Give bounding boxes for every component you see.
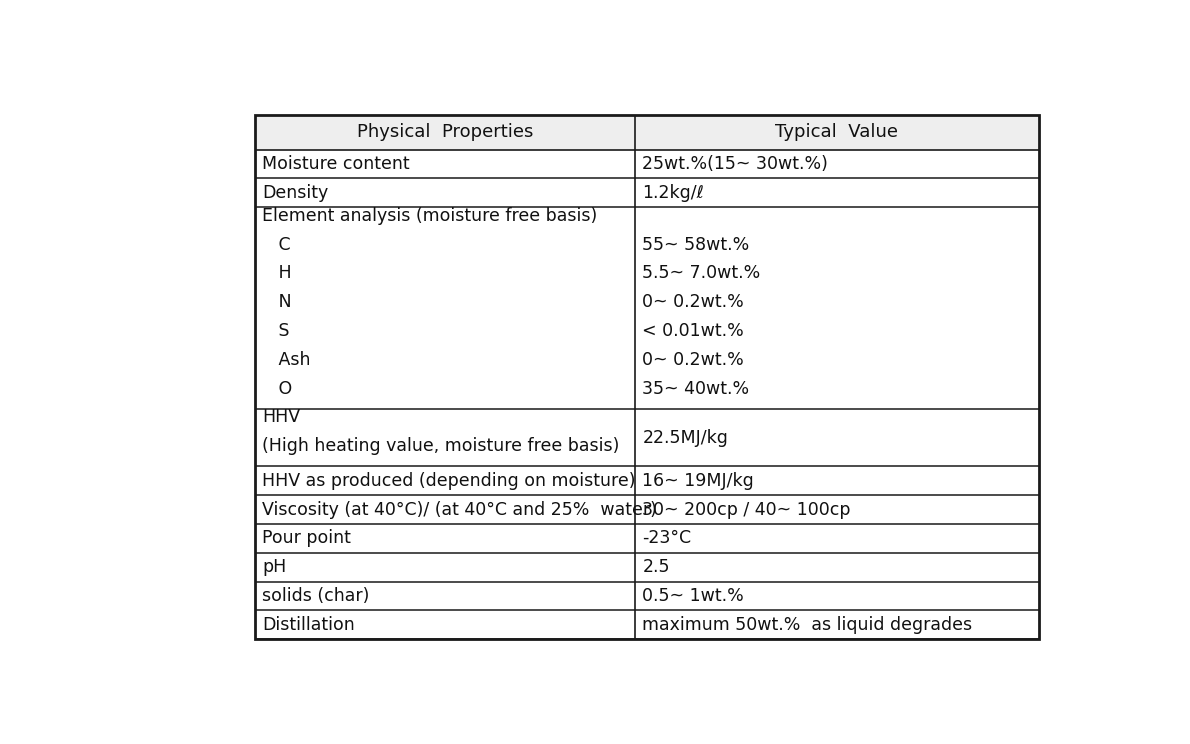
Text: 0.5~ 1wt.%: 0.5~ 1wt.% bbox=[643, 587, 744, 605]
Bar bbox=[255, 115, 1039, 639]
Text: Density: Density bbox=[262, 184, 328, 202]
Text: 30~ 200cp / 40~ 100cp: 30~ 200cp / 40~ 100cp bbox=[643, 501, 851, 519]
Text: S: S bbox=[262, 322, 289, 340]
Text: solids (char): solids (char) bbox=[262, 587, 370, 605]
Text: HHV: HHV bbox=[262, 408, 300, 426]
Text: 35~ 40wt.%: 35~ 40wt.% bbox=[643, 379, 750, 398]
Text: HHV as produced (depending on moisture): HHV as produced (depending on moisture) bbox=[262, 472, 635, 490]
Bar bbox=[255, 115, 1039, 150]
Text: 22.5MJ/kg: 22.5MJ/kg bbox=[643, 429, 728, 446]
Text: Typical  Value: Typical Value bbox=[776, 124, 898, 141]
Text: O: O bbox=[262, 379, 293, 398]
Text: Element analysis (moisture free basis): Element analysis (moisture free basis) bbox=[262, 207, 597, 225]
Text: Viscosity (at 40°C)/ (at 40°C and 25%  water): Viscosity (at 40°C)/ (at 40°C and 25% wa… bbox=[262, 501, 657, 519]
Text: N: N bbox=[262, 293, 292, 311]
Text: 1.2kg/ℓ: 1.2kg/ℓ bbox=[643, 184, 704, 202]
Text: 16~ 19MJ/kg: 16~ 19MJ/kg bbox=[643, 472, 754, 490]
Text: 25wt.%(15~ 30wt.%): 25wt.%(15~ 30wt.%) bbox=[643, 155, 828, 173]
Text: Pour point: Pour point bbox=[262, 530, 351, 548]
Text: Distillation: Distillation bbox=[262, 616, 355, 634]
Text: maximum 50wt.%  as liquid degrades: maximum 50wt.% as liquid degrades bbox=[643, 616, 972, 634]
Text: H: H bbox=[262, 264, 292, 283]
Text: (High heating value, moisture free basis): (High heating value, moisture free basis… bbox=[262, 437, 620, 455]
Text: 55~ 58wt.%: 55~ 58wt.% bbox=[643, 236, 750, 254]
Text: C: C bbox=[262, 236, 290, 254]
Text: 5.5~ 7.0wt.%: 5.5~ 7.0wt.% bbox=[643, 264, 760, 283]
Bar bbox=[255, 115, 1039, 639]
Text: Physical  Properties: Physical Properties bbox=[357, 124, 533, 141]
Text: 0~ 0.2wt.%: 0~ 0.2wt.% bbox=[643, 351, 744, 369]
Text: < 0.01wt.%: < 0.01wt.% bbox=[643, 322, 744, 340]
Text: -23°C: -23°C bbox=[643, 530, 691, 548]
Text: 0~ 0.2wt.%: 0~ 0.2wt.% bbox=[643, 293, 744, 311]
Text: 2.5: 2.5 bbox=[643, 558, 670, 577]
Text: Ash: Ash bbox=[262, 351, 311, 369]
Text: pH: pH bbox=[262, 558, 287, 577]
Text: Moisture content: Moisture content bbox=[262, 155, 409, 173]
